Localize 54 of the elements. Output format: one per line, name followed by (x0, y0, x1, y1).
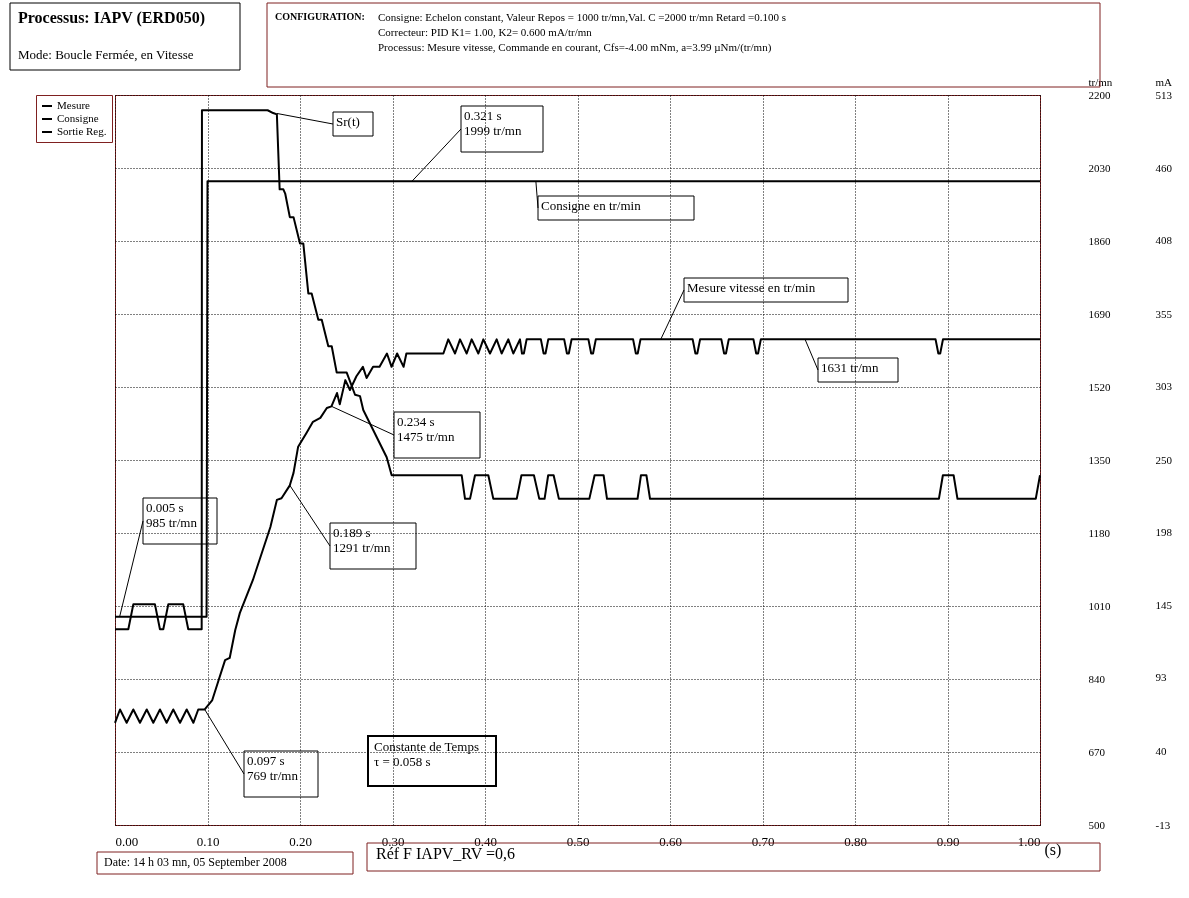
y-tick-label: 1350 (1088, 453, 1111, 466)
x-tick-label: 0.60 (659, 833, 682, 849)
y2-tick-label: 355 (1155, 307, 1173, 320)
annotation: 0.234 s 1475 tr/mn (397, 414, 455, 444)
x-tick-label: 0.10 (196, 833, 220, 849)
text: Processus: Mesure vitesse, Commande en courant, Cfs=-4.00 mNm, a=3.99 µNm/(tr/mn) (378, 41, 772, 54)
y2-tick-label: 513 (1155, 88, 1173, 101)
y2-tick-label: 40 (1155, 744, 1167, 757)
y2-tick-label: 145 (1155, 599, 1173, 612)
y-tick-label: 1690 (1088, 307, 1111, 320)
y-tick-label: 1520 (1088, 380, 1111, 393)
x-tick-label: 1.00 (1017, 833, 1041, 849)
annotation: Mesure vitesse en tr/min (687, 280, 816, 295)
y2-axis-title: mA (1155, 75, 1173, 88)
y2-tick-label: -13 (1155, 818, 1171, 831)
y-tick-label: 2030 (1088, 161, 1111, 174)
y2-tick-label: 93 (1155, 671, 1167, 684)
annotation: Consigne en tr/min (541, 198, 642, 213)
x-tick-label: 0.80 (844, 833, 867, 849)
y-tick-label: 1180 (1088, 526, 1111, 539)
x-tick-label: 0.90 (936, 833, 960, 849)
x-tick-label: 0.70 (751, 833, 775, 849)
annotation: 0.189 s 1291 tr/mn (333, 525, 391, 555)
y2-tick-label: 250 (1155, 453, 1173, 466)
annotation: 0.005 s 985 tr/mn (146, 500, 198, 530)
y2-tick-label: 408 (1155, 234, 1173, 247)
text: CONFIGURATION: (275, 11, 365, 22)
y2-tick-label: 198 (1155, 525, 1173, 538)
y-tick-label: 840 (1088, 672, 1106, 685)
y-tick-label: 1860 (1088, 234, 1111, 247)
annotation: 0.321 s 1999 tr/mn (464, 108, 522, 138)
y-tick-label: 500 (1088, 818, 1106, 831)
annotation: Sr(t) (336, 114, 360, 129)
chart-title: Processus: IAPV (ERD050) (18, 9, 205, 27)
annotation: 1631 tr/mn (821, 360, 879, 375)
text: Date: 14 h 03 mn, 05 September 2008 (104, 855, 287, 869)
x-tick-label: 0.00 (115, 833, 139, 849)
y-tick-label: 670 (1088, 745, 1106, 758)
y-axis-title: tr/mn (1088, 75, 1113, 88)
text: Consigne: Echelon constant, Valeur Repos = 1000 tr/mn,Val. C =2000 tr/mn Retard =0.100 s (378, 11, 786, 23)
x-tick-label: 0.20 (289, 833, 312, 849)
y-tick-label: 1010 (1088, 599, 1111, 612)
y2-tick-label: 303 (1155, 379, 1173, 392)
chart-subtitle: Mode: Boucle Fermée, en Vitesse (18, 47, 194, 62)
text: Correcteur: PID K1= 1.00, K2= 0.600 mA/tr/mn (378, 26, 593, 38)
annotation: Constante de Temps τ = 0.058 s (374, 739, 480, 769)
x-axis-title: (s) (1044, 840, 1062, 859)
legend-label: Sortie Reg. (57, 125, 107, 137)
annotation: 0.097 s 769 tr/mn (247, 753, 299, 783)
y-tick-label: 2200 (1088, 88, 1111, 101)
y2-tick-label: 460 (1155, 162, 1173, 175)
legend-label: Mesure (57, 99, 91, 111)
x-tick-label: 0.50 (566, 833, 590, 849)
legend-label: Consigne (57, 112, 99, 124)
